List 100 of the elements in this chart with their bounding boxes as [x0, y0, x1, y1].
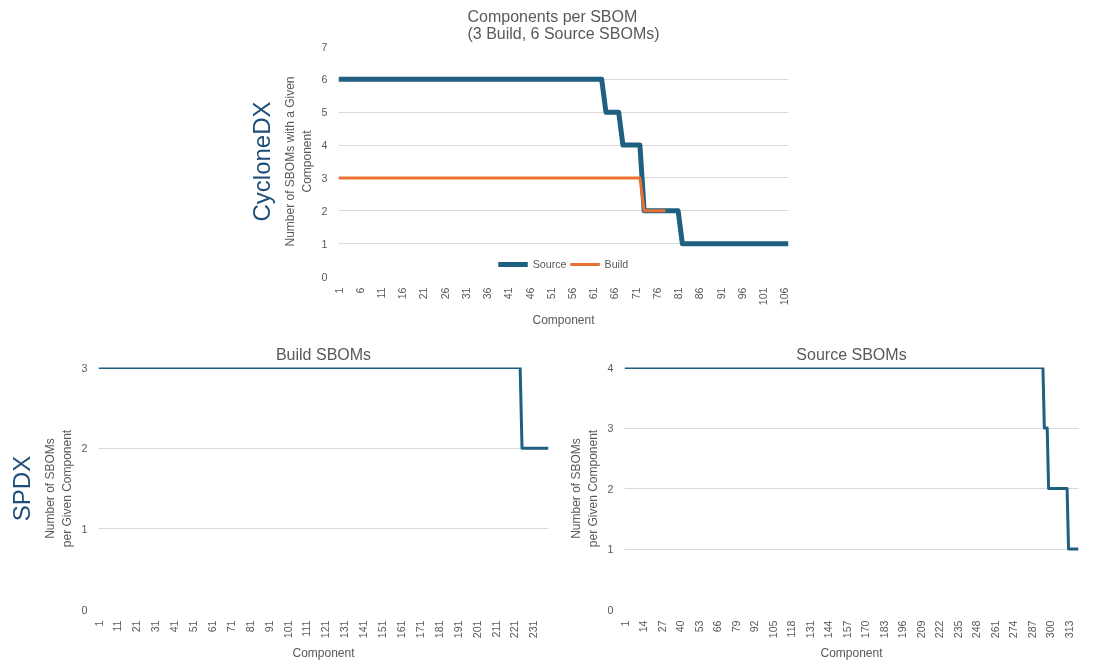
x-tick-label: 141	[357, 620, 370, 639]
x-tick-label: 287	[1025, 620, 1038, 639]
x-tick-label: 11	[111, 620, 124, 632]
x-tick-label: 81	[672, 287, 685, 300]
y-tick-label: 2	[607, 482, 614, 495]
y-tick-label: 0	[607, 603, 614, 616]
y-axis-title: Number of SBOMs per Given Component	[42, 429, 74, 548]
y-tick-label: 2	[81, 442, 88, 455]
x-tick-label: 96	[735, 287, 748, 300]
x-tick-label: 26	[438, 287, 451, 300]
y-tick-label: 3	[607, 422, 614, 434]
x-tick-label: 53	[692, 620, 705, 633]
x-tick-label: 91	[262, 620, 275, 633]
x-tick-label: 14	[637, 620, 649, 633]
y-tick-label: 3	[81, 361, 88, 374]
x-tick-label: 41	[502, 287, 515, 300]
x-tick-label: 61	[205, 620, 218, 633]
y-axis-title: Number of SBOMs with a Given Component	[282, 76, 314, 247]
x-tick-label: 144	[822, 620, 835, 639]
x-tick-label: 40	[674, 620, 686, 633]
x-tick-label: 21	[417, 287, 430, 300]
x-tick-label: 211	[489, 620, 502, 638]
x-tick-label: 51	[544, 287, 557, 300]
y-tick-label: 1	[81, 522, 88, 535]
x-tick-label: 274	[1007, 620, 1020, 639]
y-tick-label: 0	[321, 270, 328, 283]
x-tick-label: 261	[988, 620, 1001, 639]
x-tick-label: 21	[130, 620, 143, 633]
x-tick-label: 181	[432, 620, 445, 639]
legend-label: Source	[532, 258, 567, 270]
x-tick-label: 41	[168, 620, 181, 633]
line-series	[624, 367, 1079, 551]
x-tick-label: 36	[481, 287, 494, 300]
x-tick-label: 196	[896, 620, 909, 639]
x-tick-label: 209	[914, 620, 927, 639]
x-tick-label: 201	[470, 620, 483, 639]
y-tick-label: 0	[81, 603, 88, 616]
x-tick-label: 313	[1062, 620, 1075, 639]
x-tick-label: 86	[693, 287, 706, 300]
x-tick-label: 31	[149, 620, 162, 633]
x-tick-label: 118	[785, 620, 798, 638]
x-tick-label: 79	[729, 620, 742, 633]
x-tick-label: 235	[951, 620, 964, 639]
x-tick-label: 16	[396, 287, 409, 300]
x-tick-label: 1	[618, 620, 631, 627]
y-tick-label: 6	[321, 73, 328, 86]
x-tick-label: 161	[395, 620, 408, 639]
x-tick-label: 191	[451, 620, 464, 639]
x-tick-label: 121	[319, 620, 332, 639]
chart-title: Source SBOMs	[796, 345, 907, 363]
x-tick-label: 106	[778, 287, 791, 306]
y-tick-label: 3	[321, 171, 328, 184]
x-tick-label: 91	[714, 287, 727, 300]
x-tick-label: 248	[970, 620, 983, 639]
x-axis-title: Component	[532, 313, 596, 328]
y-axis-title: Number of SBOMs per Given Component	[568, 429, 600, 548]
x-tick-label: 101	[757, 287, 770, 306]
x-tick-label: 92	[748, 620, 761, 633]
x-tick-label: 11	[374, 287, 387, 299]
x-tick-label: 105	[766, 620, 779, 639]
x-tick-label: 221	[508, 620, 521, 639]
x-tick-label: 157	[840, 620, 853, 639]
x-tick-label: 81	[243, 620, 256, 633]
x-tick-label: 66	[608, 287, 621, 300]
x-tick-label: 111	[300, 620, 313, 637]
x-tick-label: 101	[281, 620, 294, 639]
x-tick-label: 46	[523, 287, 536, 300]
text: CycloneDX	[247, 101, 275, 222]
x-tick-label: 183	[877, 620, 890, 639]
x-tick-label: 170	[859, 620, 872, 639]
x-tick-label: 151	[376, 620, 389, 639]
x-tick-label: 1	[332, 287, 345, 294]
x-axis-title: Component	[820, 646, 884, 661]
y-tick-label: 7	[321, 40, 328, 53]
x-tick-label: 71	[629, 287, 642, 300]
y-tick-label: 2	[321, 204, 328, 217]
x-tick-label: 222	[933, 620, 946, 639]
y-tick-label: 4	[607, 361, 614, 374]
legend-label: Build	[604, 258, 629, 270]
y-tick-label: 4	[321, 139, 328, 152]
text: SPDX	[7, 455, 35, 522]
x-tick-label: 56	[565, 287, 578, 300]
y-tick-label: 5	[321, 106, 328, 119]
x-tick-label: 66	[711, 620, 724, 633]
x-tick-label: 31	[459, 287, 472, 300]
x-tick-label: 76	[650, 287, 663, 300]
x-tick-label: 300	[1044, 620, 1057, 639]
x-tick-label: 61	[587, 287, 600, 300]
x-tick-label: 171	[413, 620, 426, 639]
x-tick-label: 6	[353, 287, 366, 294]
x-tick-label: 1	[92, 620, 105, 627]
x-axis-title: Component	[292, 646, 356, 661]
x-tick-label: 51	[187, 620, 200, 633]
y-tick-label: 1	[607, 543, 614, 555]
chart-title: Build SBOMs	[275, 345, 372, 363]
x-tick-label: 27	[655, 620, 668, 633]
x-tick-label: 231	[527, 620, 540, 639]
x-tick-label: 71	[224, 620, 237, 633]
y-tick-label: 1	[321, 237, 328, 250]
chart-title: Components per SBOM (3 Build, 6 Source SBOMs)	[467, 7, 660, 42]
